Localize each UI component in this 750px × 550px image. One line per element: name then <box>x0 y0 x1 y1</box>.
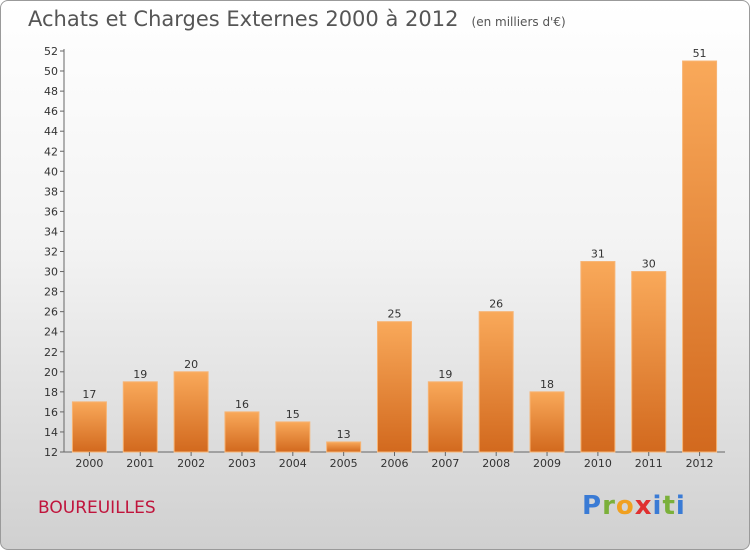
logo-letter: t <box>662 491 676 521</box>
x-tick-label: 2002 <box>177 457 205 470</box>
data-label: 13 <box>337 428 351 441</box>
y-tick-label: 26 <box>44 306 58 319</box>
chart-subtitle: (en milliers d'€) <box>471 15 566 29</box>
data-label: 25 <box>388 308 402 321</box>
y-tick-label: 38 <box>44 185 58 198</box>
y-tick-label: 52 <box>44 45 58 58</box>
data-label: 51 <box>693 47 707 60</box>
y-tick-label: 42 <box>44 145 58 158</box>
bar <box>377 321 412 453</box>
bar <box>580 261 616 453</box>
x-tick-label: 2009 <box>533 457 561 470</box>
y-tick-label: 28 <box>44 286 58 299</box>
y-tick-label: 30 <box>44 266 58 279</box>
data-label: 18 <box>540 378 554 391</box>
x-tick-label: 2004 <box>279 457 307 470</box>
data-label: 19 <box>133 368 147 381</box>
data-label: 15 <box>286 408 300 421</box>
bar <box>529 391 565 453</box>
y-tick-label: 14 <box>44 426 58 439</box>
x-tick-label: 2011 <box>635 457 663 470</box>
bar <box>682 60 718 453</box>
y-tick-label: 32 <box>44 246 58 259</box>
bar <box>427 381 463 453</box>
y-tick-label: 16 <box>44 406 58 419</box>
y-tick-label: 20 <box>44 366 58 379</box>
y-tick-label: 12 <box>44 446 58 459</box>
bar <box>326 441 362 453</box>
data-label: 30 <box>642 258 656 271</box>
logo-letter: P <box>582 491 603 521</box>
x-tick-label: 2005 <box>330 457 358 470</box>
data-label: 16 <box>235 398 249 411</box>
x-tick-label: 2010 <box>584 457 612 470</box>
data-label: 17 <box>82 388 96 401</box>
location-name: BOUREUILLES <box>38 498 156 518</box>
x-tick-label: 2012 <box>686 457 714 470</box>
y-tick-label: 18 <box>44 386 58 399</box>
y-tick-label: 22 <box>44 346 58 359</box>
x-tick-label: 2006 <box>381 457 409 470</box>
data-label: 26 <box>489 298 503 311</box>
x-tick-label: 2007 <box>431 457 459 470</box>
logo-letter: r <box>602 491 616 521</box>
bar <box>224 411 260 453</box>
chart-header: Achats et Charges Externes 2000 à 2012 (… <box>28 7 566 31</box>
data-label: 19 <box>438 368 452 381</box>
y-tick-label: 48 <box>44 85 58 98</box>
x-tick-label: 2001 <box>126 457 154 470</box>
y-tick-label: 46 <box>44 105 58 118</box>
x-tick-label: 2003 <box>228 457 256 470</box>
bar <box>631 271 667 453</box>
y-tick-label: 36 <box>44 205 58 218</box>
proxiti-logo: Proxiti <box>582 491 686 521</box>
data-label: 31 <box>591 248 605 261</box>
x-tick-label: 2000 <box>75 457 103 470</box>
y-tick-label: 50 <box>44 65 58 78</box>
y-tick-label: 40 <box>44 165 58 178</box>
bar <box>173 371 209 453</box>
data-label: 20 <box>184 358 198 371</box>
logo-letter: i <box>652 491 663 521</box>
logo-letter: i <box>675 491 686 521</box>
y-tick-label: 34 <box>44 225 58 238</box>
y-tick-label: 44 <box>44 125 58 138</box>
chart-title: Achats et Charges Externes 2000 à 2012 <box>28 7 459 31</box>
bar <box>275 421 311 453</box>
bar <box>122 381 158 453</box>
bar <box>478 311 514 453</box>
y-tick-label: 24 <box>44 326 58 339</box>
logo-letter: o <box>615 491 635 521</box>
bar <box>71 401 107 453</box>
x-tick-label: 2008 <box>482 457 510 470</box>
logo-letter: x <box>634 491 653 521</box>
